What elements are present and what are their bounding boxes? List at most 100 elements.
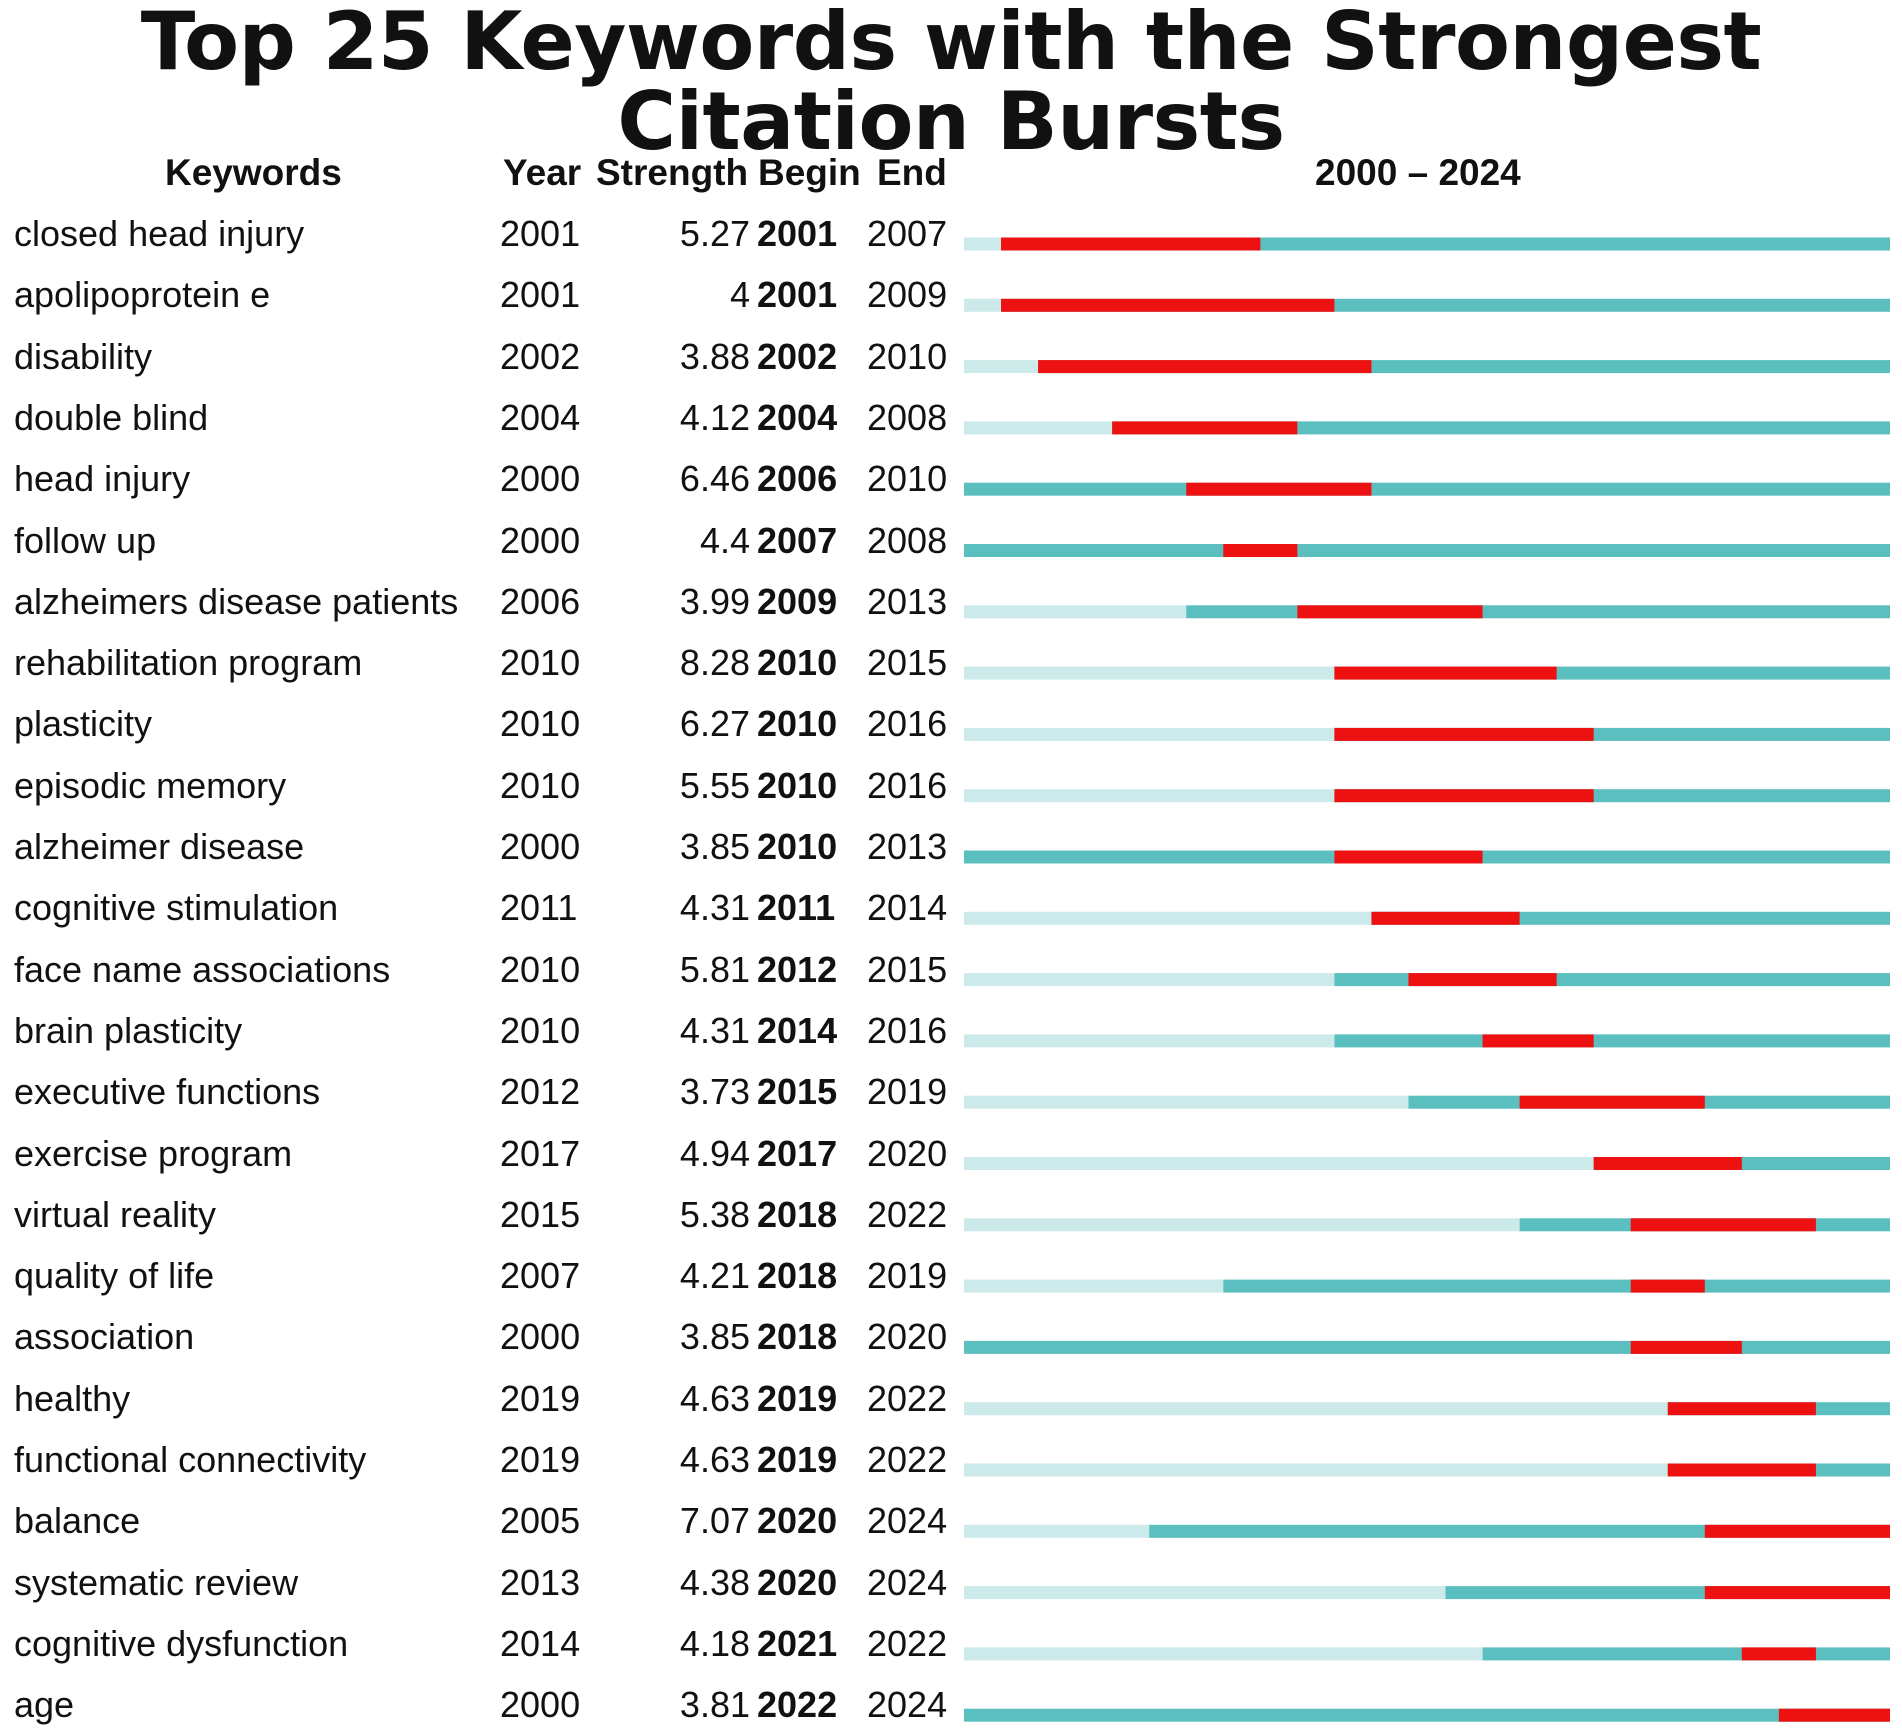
keyword-label: head injury: [14, 458, 191, 500]
timeline-active-segment: [964, 1708, 1890, 1722]
end-year: 2014: [867, 887, 948, 929]
end-year: 2008: [867, 396, 948, 438]
keyword-label: systematic review: [14, 1561, 299, 1603]
year-value: 2000: [500, 1684, 581, 1726]
begin-year: 2021: [757, 1622, 838, 1664]
strength-value: 3.85: [679, 826, 750, 867]
burst-bar: [1593, 1157, 1742, 1170]
timeline-inactive-segment: [964, 1157, 1594, 1170]
strength-value: 6.46: [679, 458, 750, 500]
keyword-label: age: [14, 1684, 75, 1726]
begin-year: 2012: [757, 948, 838, 990]
keyword-label: apolipoprotein e: [14, 274, 271, 316]
begin-year: 2002: [757, 335, 838, 377]
timeline-inactive-segment: [964, 605, 1187, 619]
timeline-inactive-segment: [964, 298, 1002, 312]
end-year: 2024: [867, 1684, 948, 1726]
end-year: 2009: [867, 274, 948, 316]
timeline-active-segment: [964, 1340, 1890, 1354]
end-year: 2015: [867, 948, 948, 990]
year-value: 2006: [500, 580, 581, 622]
end-year: 2013: [867, 580, 948, 622]
burst-bar: [1630, 1340, 1742, 1354]
timeline-inactive-segment: [964, 727, 1335, 741]
end-year: 2016: [867, 703, 948, 745]
begin-year: 2010: [757, 826, 838, 867]
strength-value: 4.63: [679, 1377, 750, 1419]
strength-value: 6.27: [679, 703, 750, 745]
year-value: 2019: [500, 1377, 581, 1419]
keyword-label: plasticity: [14, 703, 153, 745]
timeline-active-segment: [1334, 1034, 1890, 1048]
year-value: 2015: [500, 1193, 581, 1235]
end-year: 2022: [867, 1193, 948, 1235]
keyword-label: closed head injury: [14, 213, 305, 254]
end-year: 2013: [867, 826, 948, 867]
burst-bar: [1334, 789, 1594, 803]
strength-value: 4.21: [679, 1255, 750, 1297]
begin-year: 2018: [757, 1255, 838, 1297]
end-year: 2020: [867, 1316, 948, 1358]
keyword-label: cognitive stimulation: [14, 887, 339, 929]
begin-year: 2017: [757, 1132, 838, 1174]
end-year: 2024: [867, 1561, 948, 1603]
header-end: End: [877, 152, 947, 193]
burst-bar: [1334, 850, 1483, 864]
timeline-inactive-segment: [964, 1034, 1335, 1048]
timeline-inactive-segment: [964, 1463, 1668, 1477]
timeline-inactive-segment: [964, 1524, 1150, 1538]
strength-value: 4.12: [679, 396, 750, 438]
begin-year: 2018: [757, 1316, 838, 1358]
timeline-inactive-segment: [964, 911, 1372, 925]
begin-year: 2009: [757, 580, 838, 622]
burst-bar: [1704, 1524, 1890, 1538]
burst-bar: [1630, 1218, 1816, 1232]
timeline-inactive-segment: [964, 789, 1335, 803]
year-value: 2017: [500, 1132, 581, 1174]
timeline-inactive-segment: [964, 1095, 1409, 1109]
burst-bar: [1038, 360, 1372, 374]
timeline-inactive-segment: [964, 421, 1113, 435]
keyword-label: disability: [14, 335, 153, 377]
timeline-inactive-segment: [964, 1279, 1224, 1293]
header-strength: Strength: [596, 152, 749, 193]
keyword-label: face name associations: [14, 948, 391, 990]
timeline-inactive-segment: [964, 1647, 1483, 1661]
timeline-inactive-segment: [964, 1586, 1446, 1600]
keyword-label: exercise program: [14, 1132, 293, 1174]
year-value: 2010: [500, 764, 581, 806]
end-year: 2016: [867, 1009, 948, 1051]
timeline-active-segment: [1482, 1647, 1890, 1661]
begin-year: 2018: [757, 1193, 838, 1235]
end-year: 2015: [867, 642, 948, 684]
year-value: 2014: [500, 1622, 581, 1664]
strength-value: 8.28: [679, 642, 750, 684]
year-value: 2001: [500, 213, 581, 254]
end-year: 2008: [867, 519, 948, 561]
end-year: 2010: [867, 335, 948, 377]
year-value: 2010: [500, 948, 581, 990]
header-begin: Begin: [758, 152, 861, 193]
keyword-label: alzheimers disease patients: [14, 580, 459, 622]
year-value: 2019: [500, 1439, 581, 1480]
burst-bar: [1334, 666, 1557, 680]
strength-value: 4.31: [679, 887, 750, 929]
keyword-label: double blind: [14, 396, 209, 438]
timeline-inactive-segment: [964, 360, 1039, 374]
begin-year: 2010: [757, 642, 838, 684]
chart-title: Top 25 Keywords with the Strongest Citat…: [140, 0, 1762, 168]
begin-year: 2020: [757, 1561, 838, 1603]
strength-value: 3.88: [679, 335, 750, 377]
burst-bar: [1297, 605, 1483, 619]
begin-year: 2011: [757, 887, 836, 929]
timeline-inactive-segment: [964, 1218, 1520, 1232]
keyword-label: brain plasticity: [14, 1009, 243, 1051]
begin-year: 2020: [757, 1500, 838, 1542]
burst-bar: [1704, 1586, 1890, 1600]
end-year: 2020: [867, 1132, 948, 1174]
timeline-active-segment: [1223, 1279, 1890, 1293]
strength-value: 4: [729, 274, 750, 316]
burst-bar: [1223, 544, 1298, 557]
year-value: 2000: [500, 1316, 581, 1358]
